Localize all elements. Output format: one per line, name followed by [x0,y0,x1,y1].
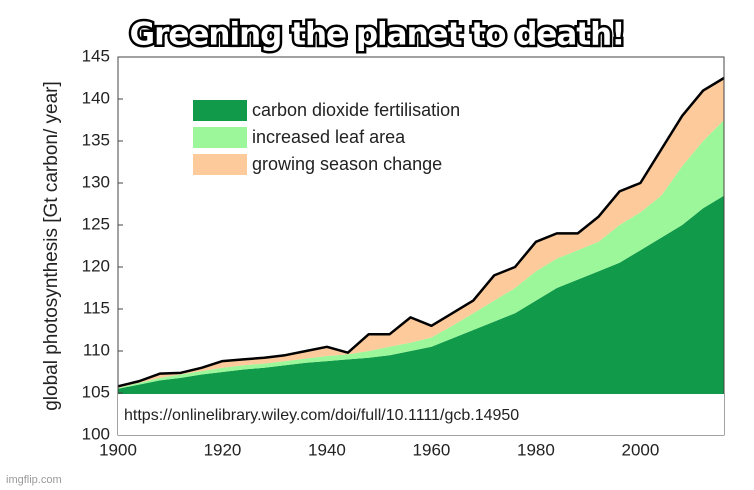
plot [117,56,725,436]
title: Greening the planet to death! [130,17,625,53]
y-tick-label: 110 [83,340,110,359]
y-tick-label: 120 [82,256,110,275]
legend-label: carbon dioxide fertilisation [252,100,460,120]
y-tick-label: 115 [83,298,110,317]
annotation-box [118,394,724,435]
x-tick-label: 1920 [204,440,242,459]
total-line [117,76,725,388]
x-tick-label: 1960 [413,440,451,459]
x-tick-label: 2000 [621,440,659,459]
legend-label: increased leaf area [252,127,406,147]
y-tick-label: 145 [82,46,110,65]
area [118,195,724,435]
x-tick-label: 1900 [99,440,137,459]
x-tick-label: 1940 [308,440,346,459]
x-tick-label: 1980 [517,440,555,459]
legend-swatch [193,100,247,121]
area [118,120,724,389]
y-tick-label: 140 [82,88,110,107]
legend-swatch [193,127,247,148]
watermark: imgflip.com [6,474,62,486]
y-tick-label: 100 [82,424,110,443]
y-axis-label: global photosynthesis [Gt carbon/ year] [41,81,62,411]
legend-swatch [193,154,247,175]
y-tick-label: 130 [82,172,110,191]
area [118,78,724,388]
y-tick-label: 125 [82,214,110,233]
y-tick-label: 105 [82,382,110,401]
y-tick-label: 135 [82,130,110,149]
legend-label: growing season change [252,154,442,174]
annotation: https://onlinelibrary.wiley.com/doi/full… [124,407,519,424]
